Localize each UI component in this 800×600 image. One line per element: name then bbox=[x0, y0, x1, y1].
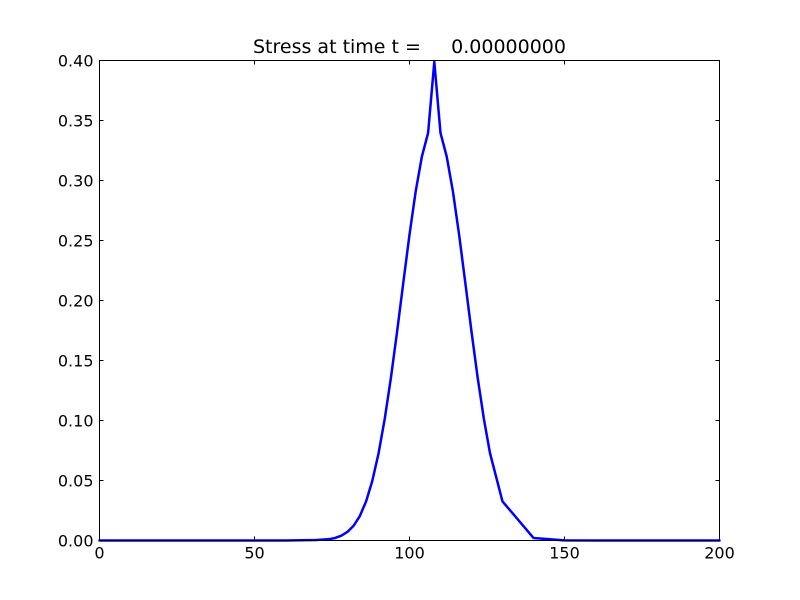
y-tick-label: 0.30 bbox=[58, 172, 94, 191]
y-tick-label: 0.40 bbox=[58, 52, 94, 71]
plot-area bbox=[99, 60, 720, 541]
y-tick-label: 0.35 bbox=[58, 112, 94, 131]
y-tick-label: 0.05 bbox=[58, 472, 94, 491]
y-tick-label: 0.10 bbox=[58, 412, 94, 431]
x-tick-label: 0 bbox=[94, 544, 104, 563]
y-tick-label: 0.25 bbox=[58, 232, 94, 251]
x-tick-label: 50 bbox=[244, 544, 264, 563]
chart-title: Stress at time t = 0.00000000 bbox=[253, 36, 566, 58]
x-tick-label: 200 bbox=[704, 544, 735, 563]
plot-frame bbox=[99, 60, 720, 541]
y-tick-label: 0.00 bbox=[58, 532, 94, 551]
y-tick-label: 0.15 bbox=[58, 352, 94, 371]
x-tick-label: 150 bbox=[549, 544, 580, 563]
x-tick-label: 100 bbox=[394, 544, 425, 563]
y-tick-label: 0.20 bbox=[58, 292, 94, 311]
tick-labels: 0 50 100 150 200 0.00 0.05 0.10 0.15 0.20 0.25 0.30… bbox=[58, 52, 735, 563]
